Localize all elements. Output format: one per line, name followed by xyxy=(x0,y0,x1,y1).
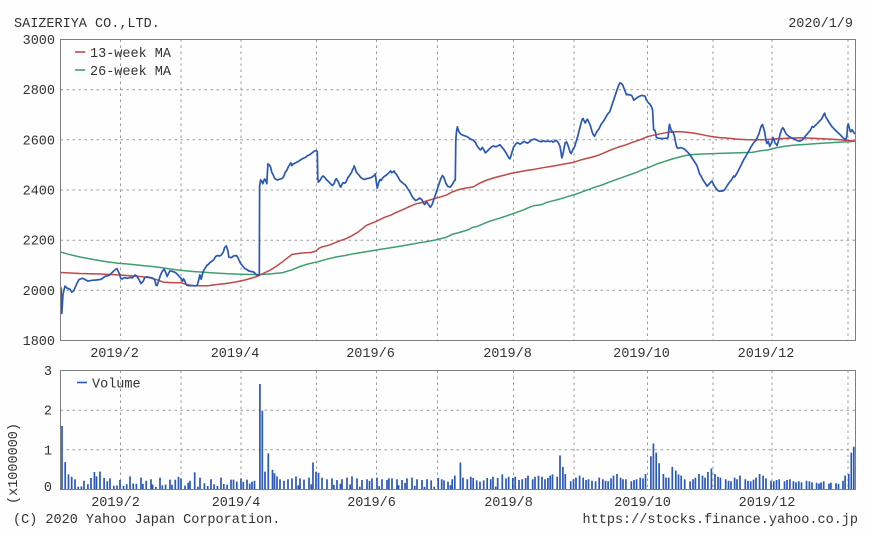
svg-text:2019/10: 2019/10 xyxy=(614,496,671,511)
svg-text:2019/2: 2019/2 xyxy=(90,347,139,362)
svg-text:2019/10: 2019/10 xyxy=(613,347,670,362)
svg-text:0: 0 xyxy=(44,481,52,496)
svg-text:3: 3 xyxy=(44,365,52,380)
svg-text:2000: 2000 xyxy=(23,285,55,300)
svg-text:2200: 2200 xyxy=(23,235,55,250)
svg-text:(x1000000): (x1000000) xyxy=(7,423,22,504)
svg-text:2: 2 xyxy=(44,405,52,420)
svg-text:2020/1/9: 2020/1/9 xyxy=(788,17,853,32)
svg-text:2600: 2600 xyxy=(23,134,55,149)
svg-text:2019/4: 2019/4 xyxy=(211,347,260,362)
svg-text:1: 1 xyxy=(44,444,52,459)
svg-text:2019/8: 2019/8 xyxy=(484,496,533,511)
svg-text:13-week MA: 13-week MA xyxy=(90,47,172,62)
svg-text:2019/6: 2019/6 xyxy=(347,496,396,511)
svg-text:2019/2: 2019/2 xyxy=(91,496,140,511)
svg-text:2019/6: 2019/6 xyxy=(346,347,395,362)
svg-text:2019/12: 2019/12 xyxy=(739,496,796,511)
svg-text:1800: 1800 xyxy=(23,335,55,350)
svg-text:2800: 2800 xyxy=(23,84,55,99)
svg-text:2019/8: 2019/8 xyxy=(483,347,532,362)
svg-text:2400: 2400 xyxy=(23,185,55,200)
svg-text:26-week MA: 26-week MA xyxy=(90,65,172,80)
svg-text:Volume: Volume xyxy=(92,378,141,393)
svg-text:SAIZERIYA CO.,LTD.: SAIZERIYA CO.,LTD. xyxy=(14,17,160,32)
svg-text:3000: 3000 xyxy=(23,34,55,49)
svg-text:(C) 2020 Yahoo Japan Corporati: (C) 2020 Yahoo Japan Corporation. xyxy=(13,513,280,528)
svg-text:2019/12: 2019/12 xyxy=(738,347,795,362)
svg-text:2019/4: 2019/4 xyxy=(212,496,261,511)
svg-text:https://stocks.finance.yahoo.c: https://stocks.finance.yahoo.co.jp xyxy=(583,513,858,528)
